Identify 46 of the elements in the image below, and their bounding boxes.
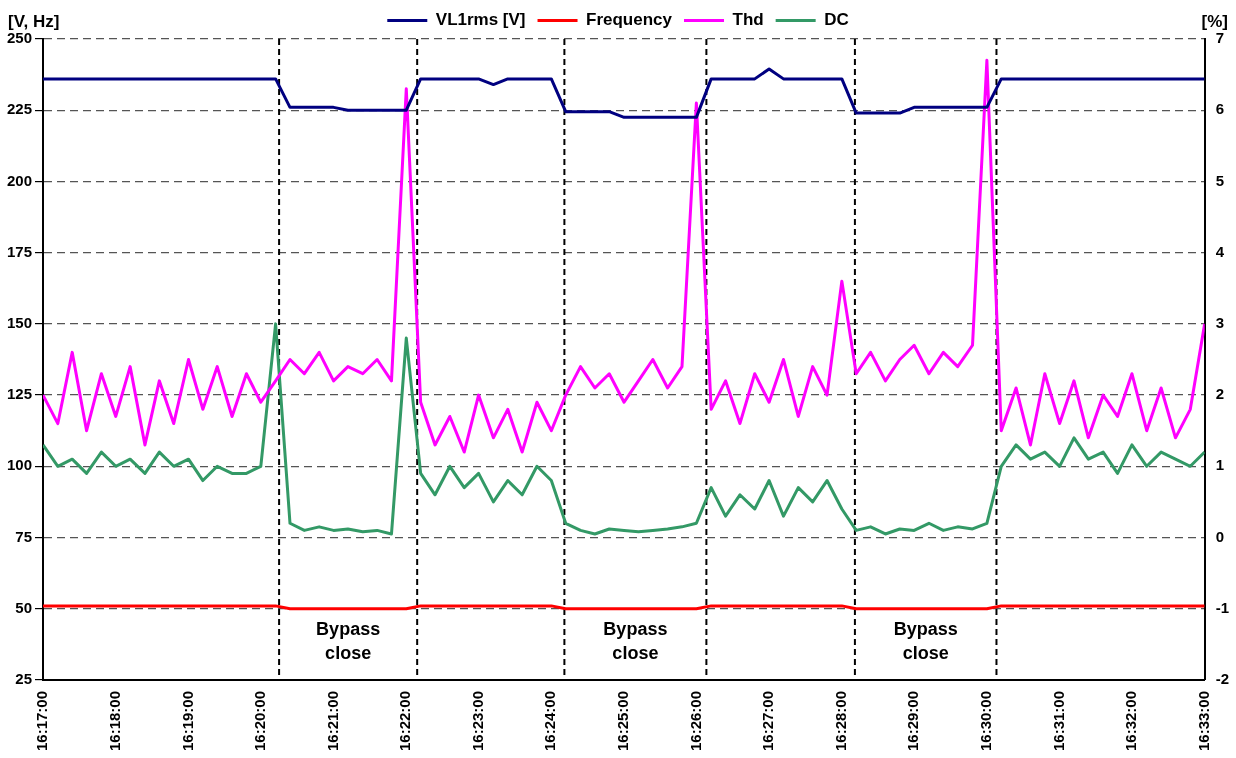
- y-tick-label: 175: [7, 242, 33, 260]
- x-tick-label: 16:33:00: [1194, 690, 1212, 751]
- y2-tick-label: 3: [1215, 314, 1225, 332]
- x-tick-label: 16:22:00: [396, 690, 414, 751]
- y-tick-label: 250: [7, 29, 33, 47]
- x-tick-label: 16:17:00: [33, 690, 51, 751]
- x-tick-label: 16:21:00: [323, 690, 341, 751]
- y-tick-label: 150: [7, 314, 33, 332]
- legend-label: Frequency: [586, 10, 673, 30]
- x-tick-label: 16:31:00: [1049, 690, 1067, 751]
- y2-tick-label: 4: [1215, 242, 1225, 260]
- legend-label: VL1rms [V]: [435, 10, 526, 30]
- y-tick-label: 75: [15, 527, 33, 545]
- x-tick-label: 16:23:00: [468, 690, 486, 751]
- y2-tick-label: 1: [1215, 456, 1225, 474]
- y-tick-label: 100: [7, 456, 33, 474]
- x-tick-label: 16:19:00: [178, 690, 196, 751]
- x-tick-label: 16:30:00: [977, 690, 995, 751]
- y2-tick-label: 5: [1215, 171, 1225, 189]
- x-tick-label: 16:28:00: [831, 690, 849, 751]
- x-tick-label: 16:32:00: [1122, 690, 1140, 751]
- x-tick-label: 16:18:00: [105, 690, 123, 751]
- y2-tick-label: -2: [1215, 670, 1230, 688]
- annotation: Bypass close: [603, 618, 668, 663]
- y2-tick-label: 7: [1215, 29, 1225, 47]
- x-tick-label: 16:26:00: [686, 690, 704, 751]
- y-tick-label: 50: [15, 598, 33, 616]
- x-tick-label: 16:24:00: [541, 690, 559, 751]
- annotation: Bypass close: [316, 618, 381, 663]
- y2-tick-label: 6: [1215, 100, 1225, 118]
- annotation: Bypass close: [893, 618, 958, 663]
- legend-label: DC: [824, 10, 849, 30]
- y2-axis-title: [%]: [1201, 12, 1228, 32]
- y-tick-label: 25: [15, 670, 33, 688]
- y-tick-label: 200: [7, 171, 33, 189]
- x-tick-label: 16:29:00: [904, 690, 922, 751]
- y2-tick-label: -1: [1215, 598, 1230, 616]
- legend-label: Thd: [732, 10, 764, 30]
- y2-tick-label: 2: [1215, 385, 1225, 403]
- y-tick-label: 225: [7, 100, 33, 118]
- x-tick-label: 16:27:00: [759, 690, 777, 751]
- x-tick-label: 16:20:00: [251, 690, 269, 751]
- y-axis-title: [V, Hz]: [8, 12, 60, 32]
- y-tick-label: 125: [7, 385, 33, 403]
- y2-tick-label: 0: [1215, 527, 1225, 545]
- x-tick-label: 16:25:00: [614, 690, 632, 751]
